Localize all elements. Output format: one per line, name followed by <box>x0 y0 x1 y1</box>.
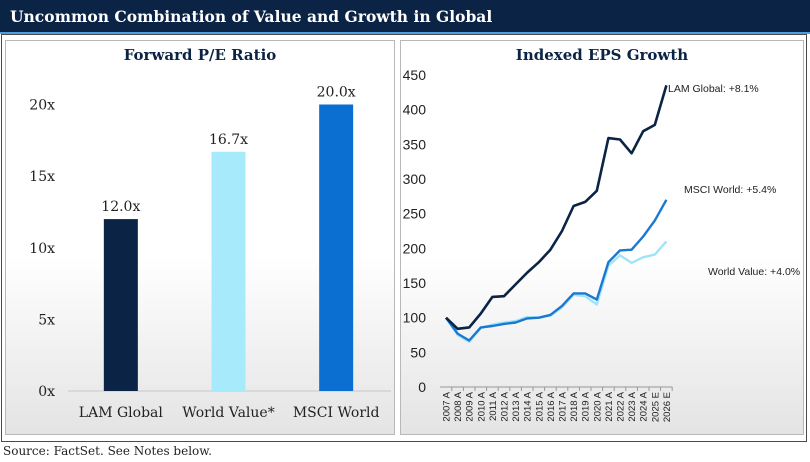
header-banner: Uncommon Combination of Value and Growth… <box>0 0 810 34</box>
x-tick-label: 2009 A <box>465 391 476 421</box>
x-tick-label: 2021 A <box>604 391 615 421</box>
page-title: Uncommon Combination of Value and Growth… <box>10 7 493 26</box>
x-tick-label: 2014 A <box>523 391 534 421</box>
eps-chart-title: Indexed EPS Growth <box>515 46 689 64</box>
y-tick-label: 300 <box>403 171 427 187</box>
y-tick-label: 350 <box>403 136 427 152</box>
bar-world-value <box>211 151 246 391</box>
x-tick-label: 2026 E <box>662 392 673 422</box>
x-tick-label: 2016 A <box>546 391 557 421</box>
x-tick-label: 2024 A <box>639 391 650 421</box>
y-tick-label: 5x <box>38 312 55 328</box>
eps-growth-panel: Indexed EPS Growth 0 50 100 150 200 250 300 350… <box>400 40 804 435</box>
x-tick-label: 2025 E <box>650 392 661 422</box>
bar-data-label: 16.7x <box>209 132 248 148</box>
x-tick-label: MSCI World <box>293 405 380 421</box>
x-tick-label: 2022 A <box>616 391 627 421</box>
series-annotation-world-value: World Value: +4.0% <box>708 266 800 278</box>
x-tick-label: LAM Global <box>79 405 164 421</box>
x-tick-label: 2012 A <box>500 391 511 421</box>
y-tick-label: 0x <box>38 384 55 400</box>
y-tick-label: 20x <box>29 98 55 114</box>
x-tick-label: 2020 A <box>592 391 603 421</box>
series-line-msci-world <box>445 199 668 342</box>
x-tick-label: 2011 A <box>488 391 499 421</box>
x-tick-label: World Value* <box>182 405 274 421</box>
series-line-lam-global <box>445 85 668 331</box>
x-tick-label: 2018 A <box>569 391 580 421</box>
x-tick-label: 2015 A <box>534 391 545 421</box>
pe-bar-chart: 0x 5x 10x 15x 20x 12.0x LAM Global 16.7x World V… <box>29 85 391 421</box>
x-tick-label: 2017 A <box>558 391 569 421</box>
y-tick-label: 450 <box>403 67 427 83</box>
bar-data-label: 20.0x <box>317 85 356 101</box>
y-tick-label: 150 <box>403 275 427 291</box>
y-tick-label: 250 <box>403 206 427 222</box>
x-tick-label: 2019 A <box>581 391 592 421</box>
y-tick-label: 200 <box>403 240 427 256</box>
x-tick-label: 2013 A <box>511 391 522 421</box>
y-tick-label: 50 <box>410 344 426 360</box>
series-line-world-value <box>445 240 668 344</box>
bar-msci-world <box>319 104 354 391</box>
series-annotation-lam-global: LAM Global: +8.1% <box>668 83 759 95</box>
x-tick-label: 2023 A <box>627 391 638 421</box>
y-tick-label: 15x <box>29 169 55 185</box>
y-tick-label: 0 <box>418 379 426 395</box>
content-frame <box>1 34 807 442</box>
y-tick-label: 400 <box>403 102 427 118</box>
x-tick-label: 2008 A <box>453 391 464 421</box>
source-note: Source: FactSet. See Notes below. <box>3 444 212 458</box>
x-tick-label: 2007 A <box>442 391 453 421</box>
pe-chart-title: Forward P/E Ratio <box>123 46 277 64</box>
y-tick-label: 100 <box>403 310 427 326</box>
y-tick-label: 10x <box>29 241 55 257</box>
x-tick-label: 2010 A <box>476 391 487 421</box>
bar-lam-global <box>103 219 138 391</box>
pe-ratio-panel: Forward P/E Ratio 0x 5x 10x 15x 20x 12.0x LAM … <box>5 40 395 435</box>
bar-data-label: 12.0x <box>101 199 140 215</box>
series-annotation-msci-world: MSCI World: +5.4% <box>684 184 776 196</box>
